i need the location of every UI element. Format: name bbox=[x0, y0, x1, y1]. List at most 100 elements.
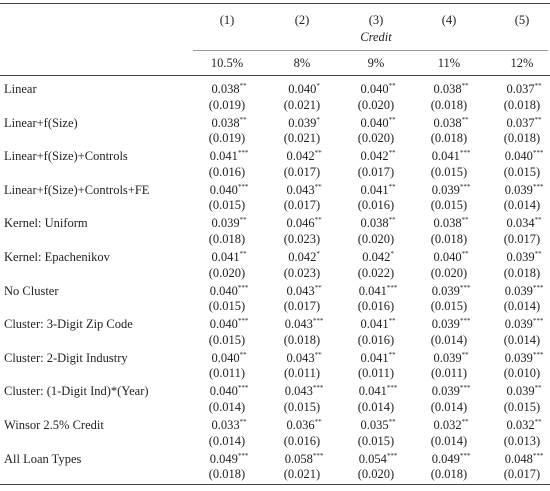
coefficient: 0.039 bbox=[431, 317, 460, 332]
significance-stars: ** bbox=[461, 115, 469, 124]
coefficient: 0.041 bbox=[211, 250, 240, 264]
standard-error: (0.014) bbox=[430, 332, 468, 347]
column-number: (2) bbox=[294, 13, 310, 27]
coefficient: 0.040 bbox=[288, 82, 317, 96]
significance-stars: ** bbox=[534, 216, 542, 225]
significance-stars: *** bbox=[532, 350, 544, 359]
bandwidth: 8% bbox=[293, 56, 311, 70]
significance-stars: ** bbox=[461, 216, 469, 225]
significance-stars: *** bbox=[459, 283, 471, 292]
coefficient-cell: 0.043** bbox=[286, 183, 321, 197]
coefficient-cell: 0.038** bbox=[360, 216, 395, 230]
significance-stars: ** bbox=[388, 216, 396, 225]
bandwidth: 11% bbox=[437, 56, 461, 70]
coefficient: 0.036 bbox=[286, 418, 315, 432]
standard-error: (0.014) bbox=[430, 433, 468, 448]
significance-stars: *** bbox=[237, 149, 249, 158]
row-label: Winsor 2.5% Credit bbox=[4, 418, 104, 432]
coefficient-cell: 0.043** bbox=[286, 351, 321, 365]
standard-error: (0.015) bbox=[430, 299, 468, 314]
significance-stars: *** bbox=[386, 283, 398, 292]
significance-stars: ** bbox=[314, 283, 322, 292]
coefficient: 0.040 bbox=[209, 317, 238, 332]
significance-stars: *** bbox=[237, 384, 249, 393]
coefficient-cell: 0.040*** bbox=[210, 183, 249, 197]
coefficient: 0.038 bbox=[360, 216, 389, 231]
top-rule bbox=[0, 3, 550, 4]
standard-error: (0.017) bbox=[283, 164, 321, 179]
coefficient: 0.042 bbox=[288, 250, 317, 264]
coefficient: 0.042 bbox=[360, 149, 389, 164]
coefficient-cell: 0.038** bbox=[211, 82, 246, 96]
standard-error: (0.014) bbox=[503, 299, 541, 314]
standard-error: (0.018) bbox=[208, 231, 246, 246]
standard-error: (0.016) bbox=[357, 299, 395, 314]
row-label: Cluster: (1-Digit Ind)*(Year) bbox=[4, 384, 149, 399]
coefficient-cell: 0.040** bbox=[360, 82, 395, 96]
standard-error: (0.014) bbox=[208, 399, 246, 414]
row-label: Linear+f(Size)+Controls+FE bbox=[4, 182, 150, 197]
header-bottom-rule bbox=[0, 75, 550, 76]
significance-stars: ** bbox=[314, 216, 322, 225]
standard-error: (0.018) bbox=[430, 467, 468, 482]
coefficient: 0.032 bbox=[506, 418, 535, 432]
significance-stars: ** bbox=[461, 82, 469, 90]
coefficient: 0.040 bbox=[209, 283, 238, 298]
coefficient-cell: 0.037** bbox=[506, 82, 541, 96]
row-label: Kernel: Uniform bbox=[4, 216, 88, 231]
coefficient-cell: 0.042** bbox=[286, 149, 321, 163]
coefficient: 0.035 bbox=[360, 418, 389, 432]
standard-error: (0.013) bbox=[503, 433, 541, 448]
coefficient: 0.040 bbox=[211, 350, 240, 365]
significance-stars: ** bbox=[239, 418, 247, 426]
coefficient-cell: 0.040** bbox=[211, 351, 246, 365]
standard-error: (0.018) bbox=[283, 332, 321, 347]
significance-stars: ** bbox=[388, 115, 396, 124]
standard-error: (0.015) bbox=[503, 164, 541, 179]
coefficient-cell: 0.039*** bbox=[505, 317, 544, 331]
row-label: Linear bbox=[4, 82, 37, 96]
standard-error: (0.019) bbox=[208, 97, 246, 112]
standard-error: (0.016) bbox=[357, 332, 395, 347]
bandwidth: 10.5% bbox=[210, 56, 244, 70]
significance-stars: ** bbox=[534, 418, 542, 426]
bandwidth: 12% bbox=[510, 56, 534, 70]
significance-stars: *** bbox=[237, 451, 249, 460]
standard-error: (0.015) bbox=[430, 198, 468, 213]
significance-stars: * bbox=[316, 82, 320, 90]
standard-error: (0.015) bbox=[503, 399, 541, 414]
coefficient: 0.039 bbox=[506, 250, 535, 264]
significance-stars: ** bbox=[388, 317, 396, 326]
standard-error: (0.015) bbox=[208, 299, 246, 314]
standard-error: (0.022) bbox=[357, 265, 395, 280]
coefficient: 0.040 bbox=[360, 115, 389, 130]
coefficient: 0.040 bbox=[433, 250, 462, 264]
coefficient: 0.058 bbox=[284, 451, 313, 466]
significance-stars: ** bbox=[388, 82, 396, 90]
standard-error: (0.016) bbox=[283, 433, 321, 448]
standard-error: (0.020) bbox=[208, 265, 246, 280]
significance-stars: ** bbox=[388, 149, 396, 158]
coefficient-cell: 0.040*** bbox=[210, 317, 249, 331]
standard-error: (0.021) bbox=[283, 467, 321, 482]
row-label: All Loan Types bbox=[4, 451, 82, 466]
coefficient-cell: 0.039*** bbox=[432, 183, 471, 197]
coefficient-cell: 0.039** bbox=[433, 351, 468, 365]
standard-error: (0.020) bbox=[357, 131, 395, 146]
significance-stars: *** bbox=[459, 182, 471, 191]
coefficient-cell: 0.042* bbox=[362, 250, 394, 264]
significance-stars: *** bbox=[459, 384, 471, 393]
coefficient-cell: 0.041** bbox=[211, 250, 246, 264]
coefficient-cell: 0.040* bbox=[288, 82, 320, 96]
bottom-rule bbox=[0, 484, 550, 485]
standard-error: (0.015) bbox=[430, 164, 468, 179]
standard-error: (0.020) bbox=[430, 265, 468, 280]
coefficient-cell: 0.034** bbox=[506, 216, 541, 230]
standard-error: (0.011) bbox=[358, 366, 394, 381]
standard-error: (0.023) bbox=[283, 265, 321, 280]
coefficient-cell: 0.058*** bbox=[285, 452, 324, 466]
coefficient: 0.039 bbox=[433, 350, 462, 365]
standard-error: (0.018) bbox=[503, 97, 541, 112]
coefficient: 0.039 bbox=[506, 384, 535, 399]
column-number: (1) bbox=[219, 13, 235, 27]
